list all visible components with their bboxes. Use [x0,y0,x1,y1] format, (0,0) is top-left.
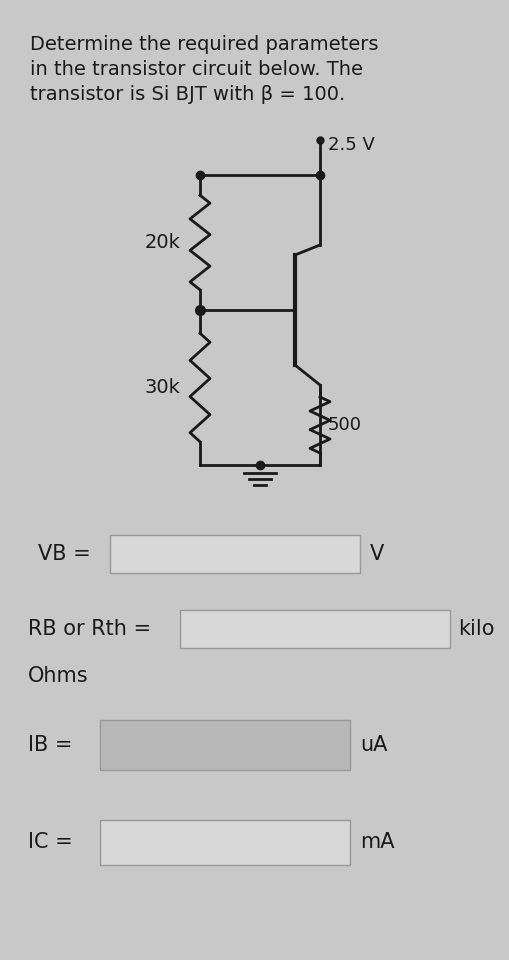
Text: IB =: IB = [28,735,72,755]
FancyBboxPatch shape [180,610,449,648]
Text: 500: 500 [327,416,361,434]
Text: transistor is Si BJT with β = 100.: transistor is Si BJT with β = 100. [30,85,345,104]
Text: 30k: 30k [145,378,181,397]
Text: IC =: IC = [28,832,73,852]
Text: kilo: kilo [457,619,494,639]
Text: mA: mA [359,832,394,852]
Text: VB =: VB = [38,544,91,564]
FancyBboxPatch shape [100,820,349,865]
Text: 20k: 20k [145,233,181,252]
Text: uA: uA [359,735,387,755]
FancyBboxPatch shape [100,720,349,770]
Text: Determine the required parameters: Determine the required parameters [30,35,378,54]
Text: 2.5 V: 2.5 V [327,136,374,154]
FancyBboxPatch shape [110,535,359,573]
Text: RB or Rth =: RB or Rth = [28,619,151,639]
Text: in the transistor circuit below. The: in the transistor circuit below. The [30,60,362,79]
Text: Ohms: Ohms [28,666,89,686]
Text: V: V [369,544,383,564]
